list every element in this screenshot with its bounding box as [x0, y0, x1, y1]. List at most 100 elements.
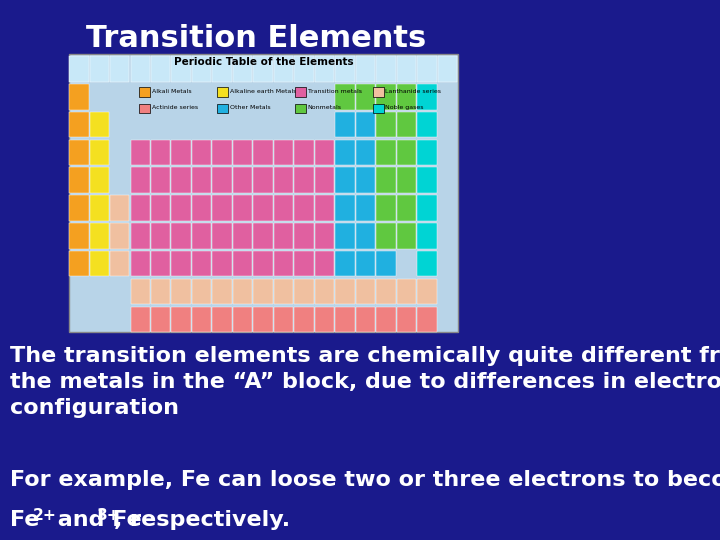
Bar [377, 112, 396, 137]
Bar [212, 195, 232, 221]
Text: Actinide series: Actinide series [152, 105, 198, 110]
Bar [171, 140, 191, 165]
Bar [233, 140, 252, 165]
Bar [212, 140, 232, 165]
Bar [315, 307, 334, 332]
Text: Transition metals: Transition metals [307, 89, 361, 94]
Bar [233, 56, 252, 82]
Bar [356, 307, 375, 332]
Bar [253, 140, 273, 165]
Bar [372, 87, 384, 97]
Bar [151, 279, 171, 304]
Bar [89, 56, 109, 82]
Bar [69, 195, 89, 221]
Bar [151, 251, 171, 276]
Bar [336, 307, 355, 332]
Bar [377, 307, 396, 332]
Bar [69, 167, 89, 193]
Bar [315, 167, 334, 193]
Text: Transition Elements: Transition Elements [86, 24, 426, 53]
Text: Nonmetals: Nonmetals [307, 105, 341, 110]
Bar [315, 195, 334, 221]
Bar [171, 195, 191, 221]
Bar [212, 307, 232, 332]
Bar [130, 307, 150, 332]
Bar [89, 112, 109, 137]
Bar [151, 307, 171, 332]
Bar [151, 195, 171, 221]
Bar [336, 279, 355, 304]
Bar [253, 251, 273, 276]
Bar [417, 279, 436, 304]
Bar [356, 279, 375, 304]
Bar [315, 56, 334, 82]
Bar [192, 251, 212, 276]
Bar [294, 307, 314, 332]
Bar [315, 223, 334, 248]
Bar [274, 251, 293, 276]
Bar [294, 56, 314, 82]
Bar [171, 307, 191, 332]
Text: 3+: 3+ [97, 508, 121, 523]
Bar [233, 223, 252, 248]
Bar [294, 167, 314, 193]
Bar [356, 223, 375, 248]
Bar [397, 167, 416, 193]
Bar [417, 140, 436, 165]
Bar [130, 140, 150, 165]
Bar [212, 223, 232, 248]
Bar [192, 223, 212, 248]
Bar [171, 251, 191, 276]
Bar [110, 223, 130, 248]
Text: 2+: 2+ [32, 508, 57, 523]
Bar [69, 56, 89, 82]
Bar [274, 279, 293, 304]
Bar [110, 251, 130, 276]
Text: Periodic Table of the Elements: Periodic Table of the Elements [174, 57, 354, 67]
Bar [377, 251, 396, 276]
Bar [192, 307, 212, 332]
Bar [151, 56, 171, 82]
Bar [417, 56, 436, 82]
Bar [130, 251, 150, 276]
Bar [377, 223, 396, 248]
Bar [69, 251, 89, 276]
Bar [192, 279, 212, 304]
Text: Other Metals: Other Metals [230, 105, 270, 110]
Bar [336, 84, 355, 110]
Bar [336, 112, 355, 137]
Bar [274, 140, 293, 165]
Bar [336, 140, 355, 165]
Bar [171, 167, 191, 193]
Bar [397, 84, 416, 110]
Bar [192, 167, 212, 193]
Bar [139, 104, 150, 113]
Bar [336, 167, 355, 193]
Bar [417, 167, 436, 193]
Bar [130, 279, 150, 304]
Bar [69, 112, 89, 137]
Bar [171, 279, 191, 304]
Bar [294, 104, 306, 113]
Text: Fe: Fe [10, 510, 40, 530]
Bar [274, 56, 293, 82]
Bar [212, 56, 232, 82]
Bar [315, 251, 334, 276]
Bar [253, 279, 273, 304]
Bar [372, 104, 384, 113]
Bar [217, 87, 228, 97]
Text: For example, Fe can loose two or three electrons to become: For example, Fe can loose two or three e… [10, 470, 720, 490]
Bar [294, 251, 314, 276]
Bar [253, 56, 273, 82]
Text: Alkali Metals: Alkali Metals [152, 89, 192, 94]
Bar [110, 56, 130, 82]
Bar [377, 140, 396, 165]
Bar [336, 195, 355, 221]
Bar [139, 87, 150, 97]
Text: Lanthanide series: Lanthanide series [385, 89, 441, 94]
Text: , respectively.: , respectively. [114, 510, 290, 530]
Bar [336, 56, 355, 82]
Bar [69, 140, 89, 165]
Bar [336, 223, 355, 248]
Bar [356, 84, 375, 110]
